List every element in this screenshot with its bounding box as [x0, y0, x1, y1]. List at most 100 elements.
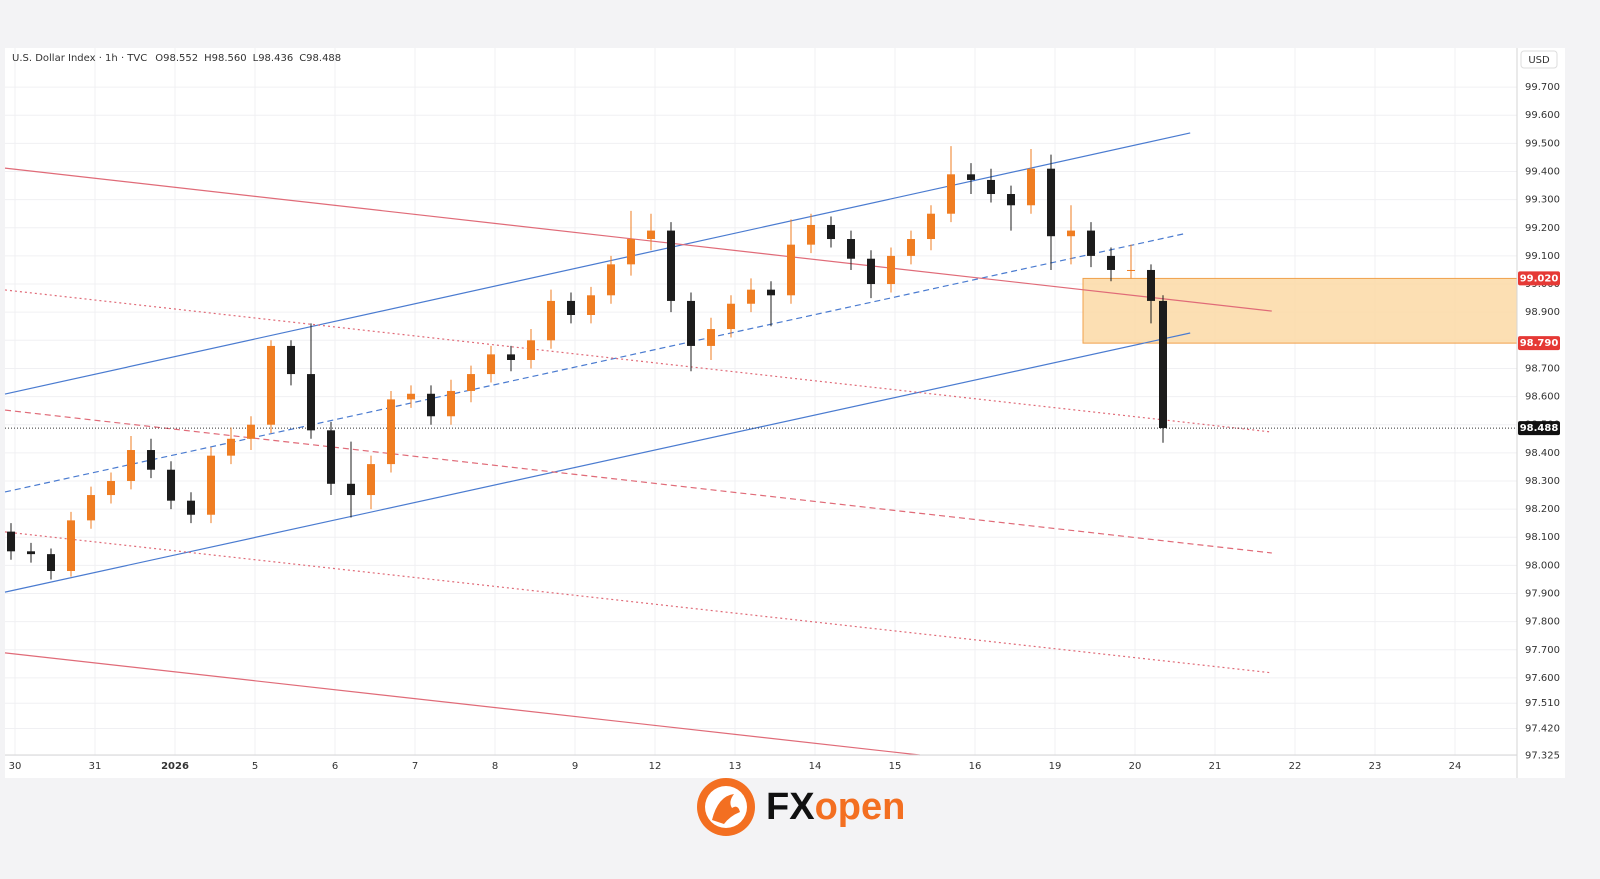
candle-body [347, 483, 355, 496]
x-tick-label: 15 [889, 761, 902, 772]
candle-body [307, 374, 315, 431]
y-tick-label: 97.600 [1525, 673, 1560, 684]
candle-body [27, 551, 35, 555]
candle-body [1127, 269, 1135, 271]
candle-body [167, 469, 175, 501]
candle-body [727, 303, 735, 330]
x-tick-label: 24 [1449, 761, 1462, 772]
candle-body [787, 244, 795, 296]
price-label-box [1518, 336, 1560, 351]
candle-body [147, 450, 155, 470]
candle-body [887, 255, 895, 285]
y-tick-label: 98.700 [1525, 363, 1560, 374]
y-tick-label: 99.100 [1525, 251, 1560, 262]
candle-body [607, 264, 615, 296]
y-tick-label: 99.300 [1525, 195, 1560, 206]
y-tick-label: 97.510 [1525, 698, 1560, 709]
y-tick-label: 98.600 [1525, 392, 1560, 403]
candles [7, 146, 1167, 580]
ohlc-value: L98.436 [253, 53, 294, 64]
trend-line [4, 167, 1272, 312]
y-tick-label: 99.700 [1525, 82, 1560, 93]
trend-line [4, 409, 1272, 554]
ohlc-value: C98.488 [299, 53, 341, 64]
candle-body [967, 174, 975, 180]
candle-body [627, 239, 635, 265]
candle-body [1107, 255, 1115, 270]
trend-line [4, 652, 920, 756]
y-tick-label: 98.900 [1525, 307, 1560, 318]
x-tick-label: 22 [1289, 761, 1302, 772]
x-tick-label: 16 [969, 761, 982, 772]
candle-body [987, 179, 995, 195]
candle-body [867, 258, 875, 285]
candle-body [287, 345, 295, 375]
price-label-box [1518, 421, 1560, 436]
y-tick-label: 97.420 [1525, 724, 1560, 735]
y-tick-label: 99.600 [1525, 110, 1560, 121]
candle-body [847, 239, 855, 259]
y-tick-label: 98.400 [1525, 448, 1560, 459]
candle-body [807, 224, 815, 245]
candle-body [187, 500, 195, 515]
candle-body [467, 374, 475, 391]
candle-body [567, 300, 575, 315]
candle-body [587, 295, 595, 315]
price-label: 98.790 [1520, 338, 1559, 349]
candle-body [647, 230, 655, 240]
ohlc-value: H98.560 [204, 53, 247, 64]
y-tick-label: 98.300 [1525, 476, 1560, 487]
candle-body [127, 450, 135, 481]
candle-body [527, 340, 535, 361]
candle-body [507, 354, 515, 361]
y-tick-label: 97.800 [1525, 617, 1560, 628]
y-tick-label: 97.900 [1525, 589, 1560, 600]
y-tick-label: 99.200 [1525, 223, 1560, 234]
candle-body [707, 329, 715, 346]
grid [5, 48, 1517, 756]
x-tick-label: 30 [9, 761, 22, 772]
x-tick-label: 13 [729, 761, 742, 772]
y-tick-label: 97.700 [1525, 645, 1560, 656]
x-tick-label: 2026 [161, 761, 189, 772]
candle-body [927, 213, 935, 240]
y-tick-label: 99.400 [1525, 167, 1560, 178]
candle-body [67, 520, 75, 572]
x-tick-label: 20 [1129, 761, 1142, 772]
candle-body [907, 239, 915, 256]
y-tick-label: 98.100 [1525, 532, 1560, 543]
x-tick-label: 6 [332, 761, 338, 772]
candle-body [247, 424, 255, 439]
candle-body [667, 230, 675, 301]
candle-body [1147, 269, 1155, 301]
candle-body [427, 393, 435, 417]
candle-body [827, 224, 835, 240]
candle-body [387, 399, 395, 465]
candle-body [267, 345, 275, 425]
x-tick-label: 19 [1049, 761, 1062, 772]
brand-fx: FX [766, 786, 815, 828]
y-tick-label: 99.500 [1525, 138, 1560, 149]
brand-open: open [815, 786, 906, 828]
trend-line [4, 332, 1191, 593]
currency-box [1520, 50, 1558, 69]
candle-body [407, 393, 415, 400]
candle-body [1027, 168, 1035, 206]
candle-body [747, 289, 755, 304]
trend-line [4, 232, 1188, 493]
candle-body [107, 480, 115, 496]
brand-logo: FXopen [697, 778, 905, 836]
candle-body [367, 464, 375, 496]
logo-lion [712, 794, 740, 824]
chart-panel [5, 48, 1565, 778]
candle-body [947, 174, 955, 214]
candle-body [207, 455, 215, 515]
candle-body [227, 438, 235, 456]
x-tick-label: 7 [412, 761, 418, 772]
candle-body [1087, 230, 1095, 256]
axes: USD U.S. Dollar Index · 1h · TVC O98.552 H… [5, 48, 1560, 778]
candle-body [487, 354, 495, 375]
x-tick-label: 5 [252, 761, 258, 772]
y-tick-label: 98.200 [1525, 504, 1560, 515]
